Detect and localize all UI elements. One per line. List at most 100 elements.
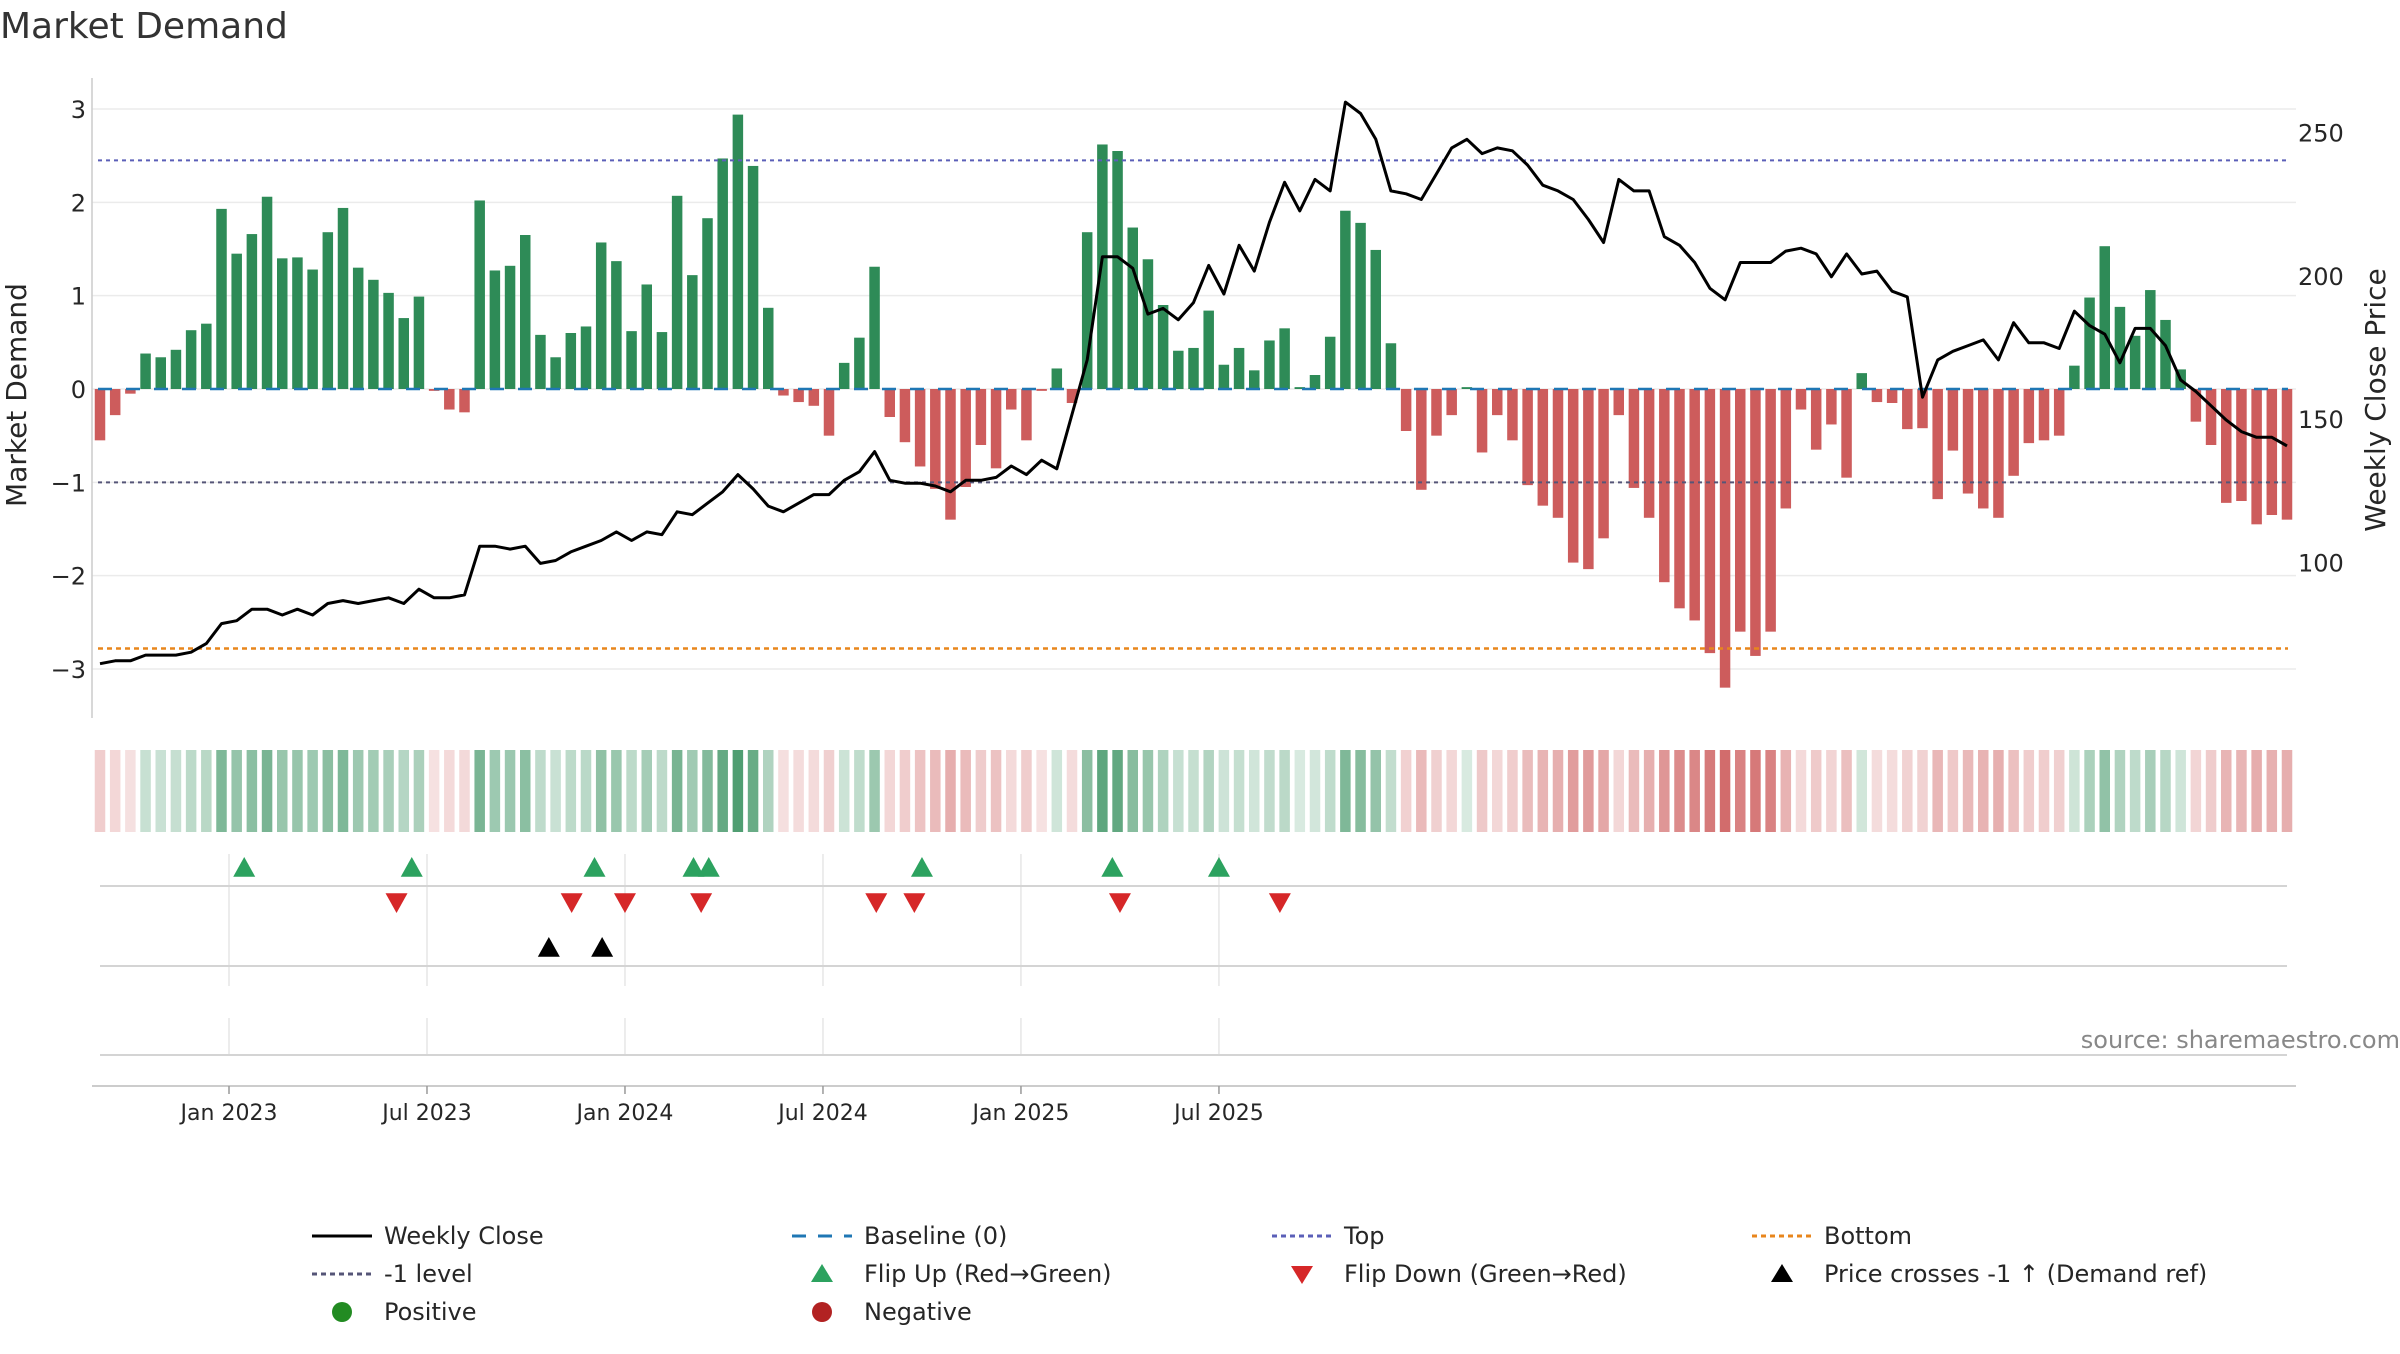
demand-bar [2205,389,2217,445]
demand-strip-cell [823,750,835,832]
demand-strip-cell [1416,750,1427,832]
demand-bar [732,114,744,389]
demand-bar [1385,343,1397,389]
demand-bar [140,353,151,389]
source-credit: source: sharemaestro.com [2081,1026,2400,1054]
demand-bar [1674,389,1685,609]
demand-bar [2281,389,2293,520]
demand-strip-cell [990,750,1002,832]
demand-bar [702,218,713,389]
demand-strip-cell [1719,750,1731,832]
demand-strip-cell [1097,750,1108,832]
demand-bar [1871,389,1883,403]
demand-bar [125,389,136,394]
demand-bar [1492,389,1503,416]
flip-down-marker [865,893,888,913]
demand-strip-cell [1750,750,1761,832]
demand-strip-cell [277,750,288,832]
legend-label: Bottom [1824,1222,1912,1250]
demand-bar [1628,389,1640,488]
demand-bar [520,235,531,389]
demand-strip-cell [1856,750,1867,832]
demand-strip-cell [2221,750,2232,832]
demand-bar [1719,389,1731,688]
demand-bar [1704,389,1716,654]
demand-bar [489,270,501,389]
demand-strip-cell [1947,750,1959,832]
demand-bar [2129,335,2141,389]
demand-bar [2145,290,2156,389]
demand-bar [1886,389,1898,403]
demand-strip-cell [2266,750,2278,832]
demand-strip-cell [1871,750,1883,832]
demand-strip-cell [1826,750,1837,832]
demand-strip-cell [292,750,303,832]
demand-bar [1218,364,1230,389]
demand-bar [1021,389,1032,441]
demand-bar [2053,389,2065,436]
demand-strip-cell [1628,750,1640,832]
y-tick-label-left: 1 [71,283,86,311]
price-cross-marker [537,937,560,957]
demand-bar [1750,389,1761,656]
demand-strip-cell [2251,750,2262,832]
demand-bar [808,389,820,406]
legend-label: Top [1343,1222,1385,1250]
demand-bar [1446,389,1457,416]
demand-strip-cell [1203,750,1214,832]
demand-bar [2069,365,2080,389]
demand-bar [292,257,303,389]
flip-down-marker [1268,893,1291,913]
demand-bar [474,200,485,389]
demand-bar [2160,319,2171,389]
y-tick-label-left: −2 [51,563,86,591]
legend-triangle-up-icon [811,1264,833,1282]
x-tick-label: Jan 2024 [575,1101,674,1126]
demand-bar [611,261,622,389]
legend-label: Baseline (0) [864,1222,1007,1250]
demand-strip-cell [216,750,227,832]
demand-strip-cell [474,750,485,832]
legend-item: Weekly Close [312,1222,544,1250]
demand-strip-cell [2099,750,2110,832]
demand-bar [838,362,850,389]
x-tick-label: Jan 2023 [179,1101,278,1126]
demand-bar [1765,389,1776,632]
demand-strip-cell [687,750,698,832]
demand-bar [763,307,774,389]
price-cross-marker [591,937,614,957]
demand-strip-cell [1583,750,1594,832]
demand-bar [823,389,835,436]
demand-strip-cell [1431,750,1442,832]
demand-bar [352,267,364,389]
flip-down-marker [690,893,713,913]
demand-strip-cell [2190,750,2202,832]
legend-label: Negative [864,1298,972,1326]
demand-strip-cell [337,750,349,832]
demand-strip-cell [504,750,516,832]
demand-bar [1051,368,1063,389]
demand-bar [1036,389,1047,391]
y-axis-right-label: Weekly Close Price [2359,268,2392,531]
demand-heat-strip [94,750,2293,832]
demand-strip-cell [1218,750,1230,832]
demand-strip-cell [2281,750,2293,832]
flip-down-marker [560,893,583,913]
demand-bar [1355,222,1366,389]
demand-strip-cell [1765,750,1776,832]
flip-up-marker [1207,857,1230,877]
demand-strip-cell [1643,750,1655,832]
demand-bar [413,296,425,389]
demand-bar [307,269,318,389]
demand-strip-cell [1249,750,1260,832]
legend-circle-icon [812,1302,832,1322]
demand-strip-cell [869,750,880,832]
demand-strip-cell [945,750,956,832]
demand-strip-cell [884,750,895,832]
demand-strip-cell [1066,750,1078,832]
legend-item: Negative [812,1298,972,1326]
demand-bar [535,334,546,389]
demand-bar [1735,389,1746,632]
demand-strip-cell [428,750,440,832]
demand-strip-cell [732,750,744,832]
